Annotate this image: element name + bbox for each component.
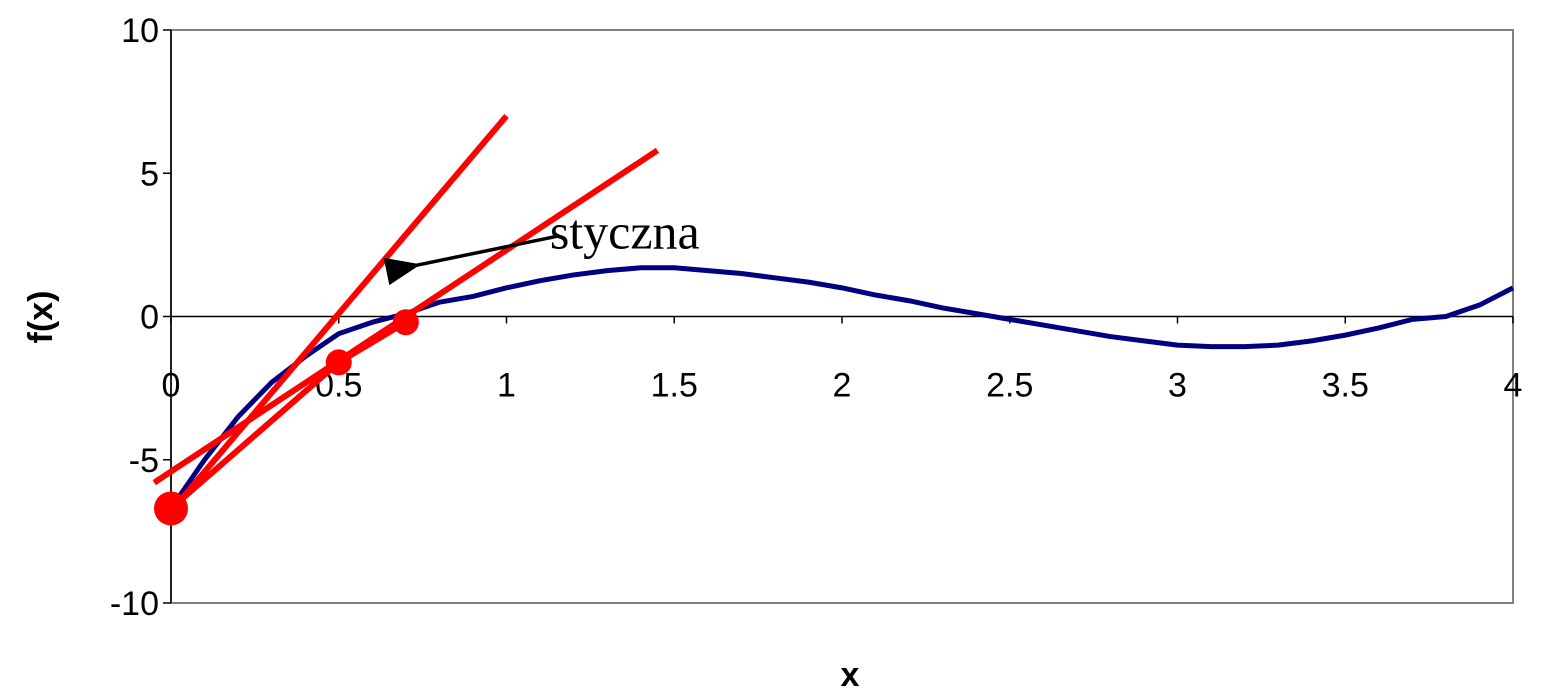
- y-tick-label: -5: [129, 442, 159, 480]
- y-axis-title: f(x): [22, 291, 60, 344]
- x-tick-label: 3: [1168, 367, 1187, 405]
- x-tick-label: 3.5: [1322, 367, 1369, 405]
- iteration-point: [325, 349, 352, 376]
- annotation-arrow: [383, 234, 558, 286]
- y-tick-label: 5: [140, 155, 159, 193]
- x-tick-label: 2: [833, 367, 852, 405]
- y-tick-label: 10: [121, 12, 159, 50]
- y-tick-label: -10: [110, 585, 159, 623]
- x-tick-label: 1.5: [651, 367, 698, 405]
- tangent-line: [168, 114, 509, 514]
- x-tick-label: 2.5: [986, 367, 1033, 405]
- iteration-point: [154, 491, 188, 526]
- iteration-point: [392, 309, 419, 336]
- x-tick-label: 0: [162, 367, 181, 405]
- y-tick-label: 0: [140, 299, 159, 337]
- x-tick-label: 4: [1504, 367, 1523, 405]
- x-axis-title: x: [841, 656, 860, 694]
- annotation-text: styczna: [550, 203, 700, 259]
- iteration-path: [169, 319, 408, 511]
- x-tick-label: 1: [497, 367, 516, 405]
